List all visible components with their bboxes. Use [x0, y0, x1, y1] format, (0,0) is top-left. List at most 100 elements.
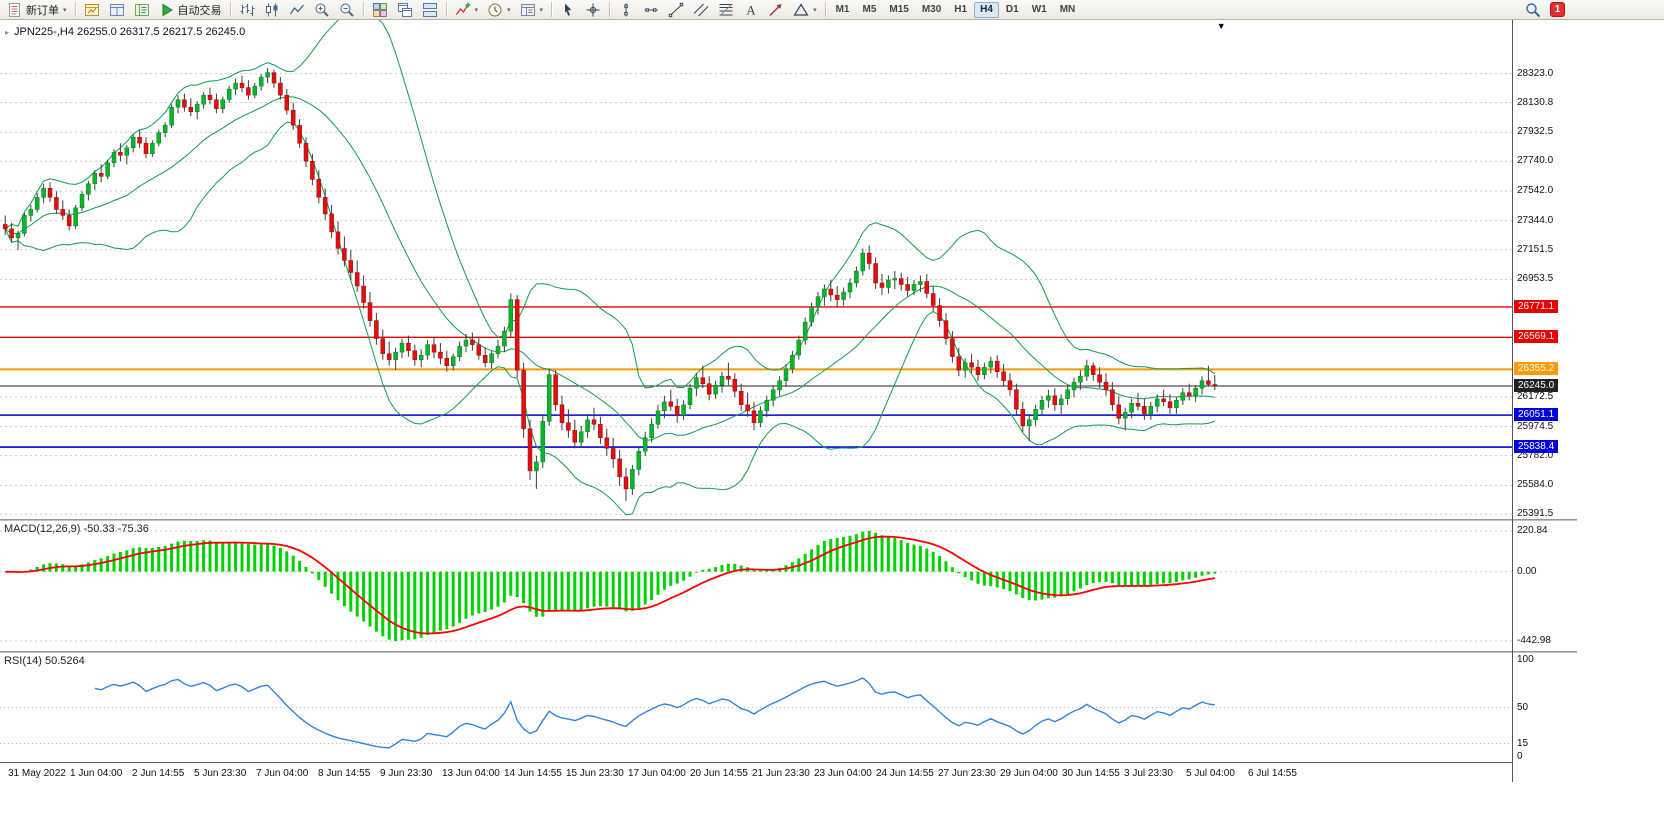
channel-button[interactable]: [689, 1, 713, 19]
new-order-button[interactable]: 新订单 ▾: [3, 1, 71, 19]
timeframe-h4[interactable]: H4: [974, 1, 999, 18]
timeframe-d1-label: D1: [1005, 4, 1019, 15]
new-order-button-label: 新订单: [26, 4, 59, 17]
panel-separator[interactable]: [0, 651, 1577, 653]
shapes-button[interactable]: ▾: [789, 1, 821, 19]
dropdown-caret-icon: ▾: [63, 6, 67, 14]
price-axis-label: 27932.5: [1517, 126, 1554, 138]
vline-icon: [624, 3, 628, 16]
periods-button[interactable]: ▾: [483, 1, 515, 19]
notification-badge[interactable]: 1: [1550, 2, 1565, 17]
dropdown-caret-icon: ▾: [507, 6, 511, 14]
price-axis[interactable]: 28323.0 28130.8 27932.5 27740.0 27542.0 27344…: [1512, 20, 1576, 782]
neworder-icon: [9, 2, 20, 17]
date-axis-label: 2 Jun 14:55: [132, 768, 185, 779]
level-price-tag: 26569.1: [1514, 330, 1559, 344]
macd-canvas: [0, 530, 1512, 642]
channel-icon: [693, 3, 709, 16]
timeframe-m5-label: M5: [862, 4, 877, 15]
date-axis-label: 23 Jun 04:00: [814, 768, 872, 779]
price-axis-label: 26953.5: [1517, 273, 1554, 285]
text-button[interactable]: A: [739, 1, 763, 19]
zoom-out-button[interactable]: [335, 1, 359, 19]
svg-text:A: A: [746, 2, 756, 17]
horizontal-lines[interactable]: [0, 306, 1512, 448]
price-axis-label: 27344.0: [1517, 214, 1554, 226]
symbol-header: ▸ JPN225-,H4 26255.0 26317.5 26217.5 262…: [5, 26, 245, 38]
timeframe-w1[interactable]: W1: [1026, 2, 1053, 18]
price-axis-label: 26172.5: [1517, 390, 1554, 402]
hline-icon: [644, 7, 658, 12]
linechart-icon: [289, 4, 304, 14]
toolbar-separator: [362, 2, 364, 17]
zoom-in-button[interactable]: [310, 1, 334, 19]
panel-separator[interactable]: [0, 519, 1577, 521]
play-icon: [162, 3, 173, 16]
cascade-windows-button[interactable]: [393, 1, 417, 19]
macd-grid-lines: [0, 530, 1512, 642]
arrange-windows-button[interactable]: [418, 1, 442, 19]
cursor-button[interactable]: [556, 1, 580, 19]
fibo-icon: [719, 3, 733, 15]
price-axis-label: 28130.8: [1517, 96, 1554, 108]
date-axis-label: 27 Jun 23:30: [938, 768, 996, 779]
date-axis-label: 3 Jul 23:30: [1124, 768, 1173, 779]
arrange-icon: [422, 2, 437, 17]
search-icon: [1526, 2, 1541, 17]
chart-shift-marker[interactable]: ▼: [1216, 21, 1226, 31]
timeframe-h1[interactable]: H1: [948, 2, 973, 18]
dropdown-caret-icon: ▾: [813, 6, 817, 14]
macd-axis-label: 0.00: [1517, 565, 1537, 577]
arrows-icon: [769, 3, 782, 16]
data-window-button[interactable]: [105, 1, 129, 19]
indicators-icon: [455, 2, 471, 15]
main-chart-canvas[interactable]: [0, 9, 1512, 519]
timeframe-d1[interactable]: D1: [1000, 2, 1025, 18]
vertical-line-button[interactable]: [614, 1, 638, 19]
navigator-icon: [134, 3, 149, 16]
text-icon: A: [746, 2, 756, 17]
timeframe-m1[interactable]: M1: [830, 2, 856, 18]
crosshair-button[interactable]: [581, 1, 605, 19]
timeframe-m15[interactable]: M15: [883, 2, 914, 18]
date-axis-label: 15 Jun 23:30: [566, 768, 624, 779]
auto-trading-button[interactable]: 自动交易: [155, 1, 226, 19]
timeframe-mn[interactable]: MN: [1054, 2, 1082, 18]
navigator-button[interactable]: [130, 1, 154, 19]
date-axis-label: 31 May 2022: [8, 768, 66, 779]
date-axis-label: 30 Jun 14:55: [1062, 768, 1120, 779]
line-chart-button[interactable]: [285, 1, 309, 19]
datawindow-icon: [109, 3, 124, 16]
price-axis-label: 27740.0: [1517, 155, 1554, 167]
search-button[interactable]: [1521, 1, 1545, 19]
market-watch-button[interactable]: [80, 1, 104, 19]
timeframe-m30[interactable]: M30: [916, 2, 947, 18]
timeframe-m30-label: M30: [921, 4, 942, 15]
macd-panel[interactable]: MACD(12,26,9) -50.33 -75.36: [0, 521, 1512, 651]
candlestick-chart-button[interactable]: [260, 1, 284, 19]
level-price-tag: 26051.1: [1514, 408, 1559, 422]
rsi-panel[interactable]: RSI(14) 50.5264: [0, 653, 1512, 762]
price-axis-label: 27151.5: [1517, 243, 1554, 255]
templates-button[interactable]: ▾: [516, 1, 548, 19]
tile-windows-button[interactable]: [368, 1, 392, 19]
date-axis-label: 14 Jun 14:55: [504, 768, 562, 779]
date-axis-label: 5 Jul 04:00: [1186, 768, 1235, 779]
date-axis[interactable]: 31 May 2022 1 Jun 04:00 2 Jun 14:55 5 Jun 2…: [0, 762, 1512, 782]
main-chart-panel[interactable]: ▸ JPN225-,H4 26255.0 26317.5 26217.5 262…: [0, 9, 1512, 519]
macd-axis-label: -442.98: [1517, 635, 1551, 646]
horizontal-line-button[interactable]: [639, 1, 663, 19]
timeframe-m5[interactable]: M5: [856, 2, 882, 18]
date-axis-label: 20 Jun 14:55: [690, 768, 748, 779]
timeframe-w1-label: W1: [1031, 4, 1047, 15]
bar-chart-button[interactable]: [235, 1, 259, 19]
timeframe-m1-label: M1: [835, 4, 850, 15]
date-axis-label: 1 Jun 04:00: [70, 768, 123, 779]
candles-icon: [265, 3, 278, 16]
bollinger-bands: [4, 9, 1216, 516]
trendline-button[interactable]: [664, 1, 688, 19]
arrow-button[interactable]: [764, 1, 788, 19]
fibonacci-button[interactable]: [714, 1, 738, 19]
indicators-button[interactable]: ▾: [451, 1, 483, 19]
